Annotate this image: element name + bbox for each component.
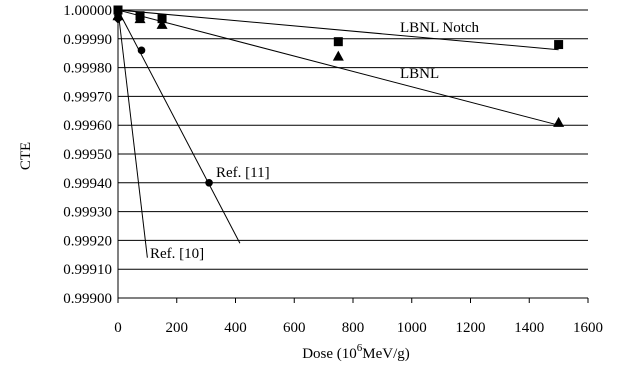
tick-labels: 0.99900 0.99910 0.99920 0.99930 0.99940 0.999…	[63, 3, 603, 336]
x-tick-label: 0	[114, 320, 122, 336]
grid-lines	[118, 9, 588, 299]
y-tick-label: 0.99910	[63, 262, 112, 278]
axes	[117, 10, 589, 303]
y-tick-label: 0.99980	[63, 61, 112, 77]
annotation-label: Ref. [11]	[216, 165, 270, 181]
x-tick-label: 1400	[514, 320, 544, 336]
y-tick-label: 0.99920	[63, 233, 112, 249]
triangle-marker	[332, 50, 344, 61]
x-tick-label: 600	[283, 320, 306, 336]
square-marker	[333, 37, 343, 47]
annotation-label: Ref. [10]	[150, 246, 204, 262]
y-tick-label: 0.99940	[63, 176, 112, 192]
x-axis-label-superscript: 6	[357, 342, 363, 354]
triangle-marker	[553, 116, 565, 127]
diamond-marker	[113, 13, 123, 24]
y-tick-label: 0.99990	[63, 32, 112, 48]
triangle-marker	[156, 18, 168, 29]
x-tick-label: 1000	[397, 320, 427, 336]
y-tick-label: 0.99900	[63, 291, 112, 307]
y-tick-label: 0.99950	[63, 147, 112, 163]
y-axis-label: CTE	[18, 142, 34, 170]
fit-line	[117, 9, 148, 258]
x-tick-label: 400	[224, 320, 247, 336]
y-tick-label: 1.00000	[63, 3, 112, 19]
y-tick-label: 0.99930	[63, 205, 112, 221]
x-axis-label-main: Dose (10	[302, 346, 357, 362]
annotation-label: LBNL	[400, 66, 439, 82]
x-tick-label: 1600	[573, 320, 603, 336]
triangle-marker	[134, 13, 146, 24]
square-marker	[113, 5, 123, 15]
square-marker	[554, 40, 564, 50]
circle-marker	[205, 179, 213, 187]
fit-line	[117, 9, 559, 51]
annotations: LBNL Notch LBNL Ref. [11] Ref. [10]	[150, 20, 480, 262]
fit-lines	[117, 9, 559, 258]
x-axis-label-suffix: MeV/g)	[362, 346, 410, 362]
circle-marker	[137, 46, 146, 55]
square-marker	[157, 14, 167, 24]
x-tick-label: 800	[342, 320, 365, 336]
annotation-label: LBNL Notch	[400, 20, 480, 36]
x-tick-label: 1200	[456, 320, 486, 336]
y-tick-label: 0.99970	[63, 89, 112, 105]
fit-line	[117, 9, 241, 244]
x-axis-label: Dose (106MeV/g)	[302, 342, 410, 362]
fit-line	[117, 9, 559, 126]
x-tick-label: 200	[166, 320, 189, 336]
y-tick-label: 0.99960	[63, 118, 112, 134]
data-points	[112, 5, 565, 187]
